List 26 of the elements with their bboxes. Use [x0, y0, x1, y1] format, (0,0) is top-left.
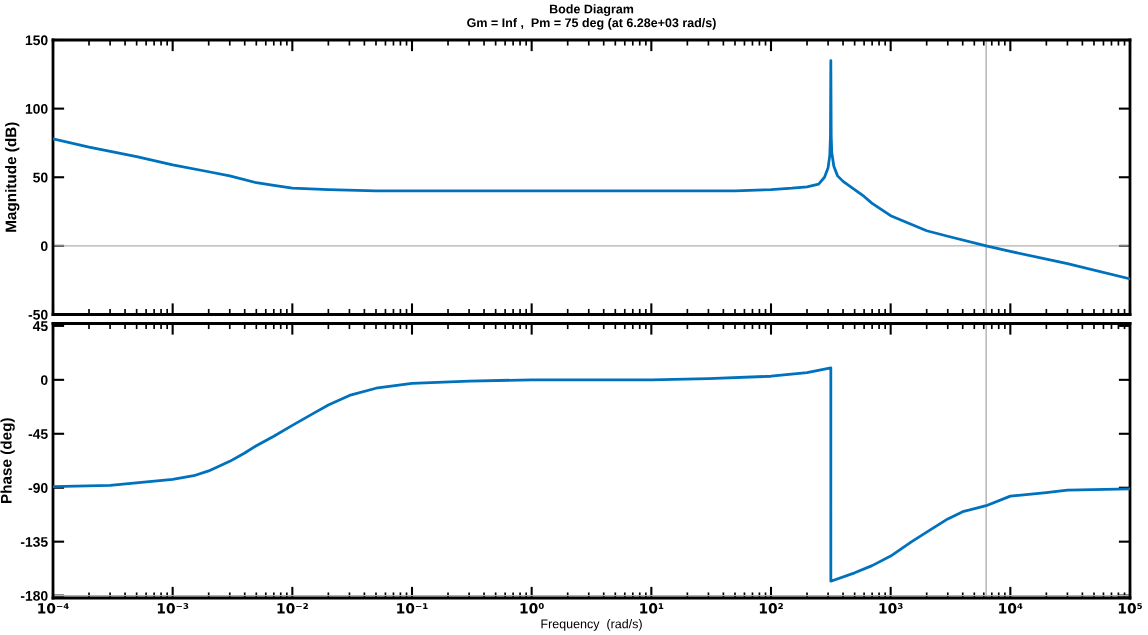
y-tick-label: -135 — [20, 537, 48, 547]
y-tick-label: -90 — [28, 483, 48, 493]
x-axis-title: Frequency (rad/s) — [541, 619, 642, 631]
y-tick-label: 100 — [25, 103, 48, 114]
x-tick-label: 10⁻² — [277, 603, 308, 614]
x-tick-label: 10⁰ — [520, 603, 544, 614]
y-tick-label: 150 — [25, 35, 48, 46]
x-tick-label: 10¹ — [640, 603, 664, 614]
x-tick-label: 10² — [759, 603, 783, 614]
x-tick-label: 10⁻³ — [157, 603, 189, 614]
y-tick-label: -50 — [28, 309, 48, 320]
x-tick-label: 10³ — [879, 603, 903, 614]
x-tick-label: 10⁻¹ — [397, 603, 428, 614]
y-axis-title: Magnitude (dB) — [5, 122, 20, 232]
y-tick-label: 45 — [32, 321, 48, 332]
y-tick-label: -180 — [20, 590, 48, 601]
y-tick-label: 0 — [40, 375, 48, 386]
chart-title: Bode Diagram — [549, 4, 634, 16]
y-axis-title: Phase (deg) — [0, 418, 15, 504]
y-tick-label: -45 — [28, 429, 48, 439]
x-tick-label: 10⁵ — [1118, 603, 1142, 614]
chart-subtitle: Gm = Inf , Pm = 75 deg (at 6.28e+03 rad/s) — [467, 18, 716, 30]
x-tick-label: 10⁻⁴ — [38, 603, 69, 614]
y-tick-label: 50 — [33, 172, 48, 183]
x-tick-label: 10⁴ — [999, 603, 1023, 614]
y-tick-label: 0 — [40, 241, 48, 252]
